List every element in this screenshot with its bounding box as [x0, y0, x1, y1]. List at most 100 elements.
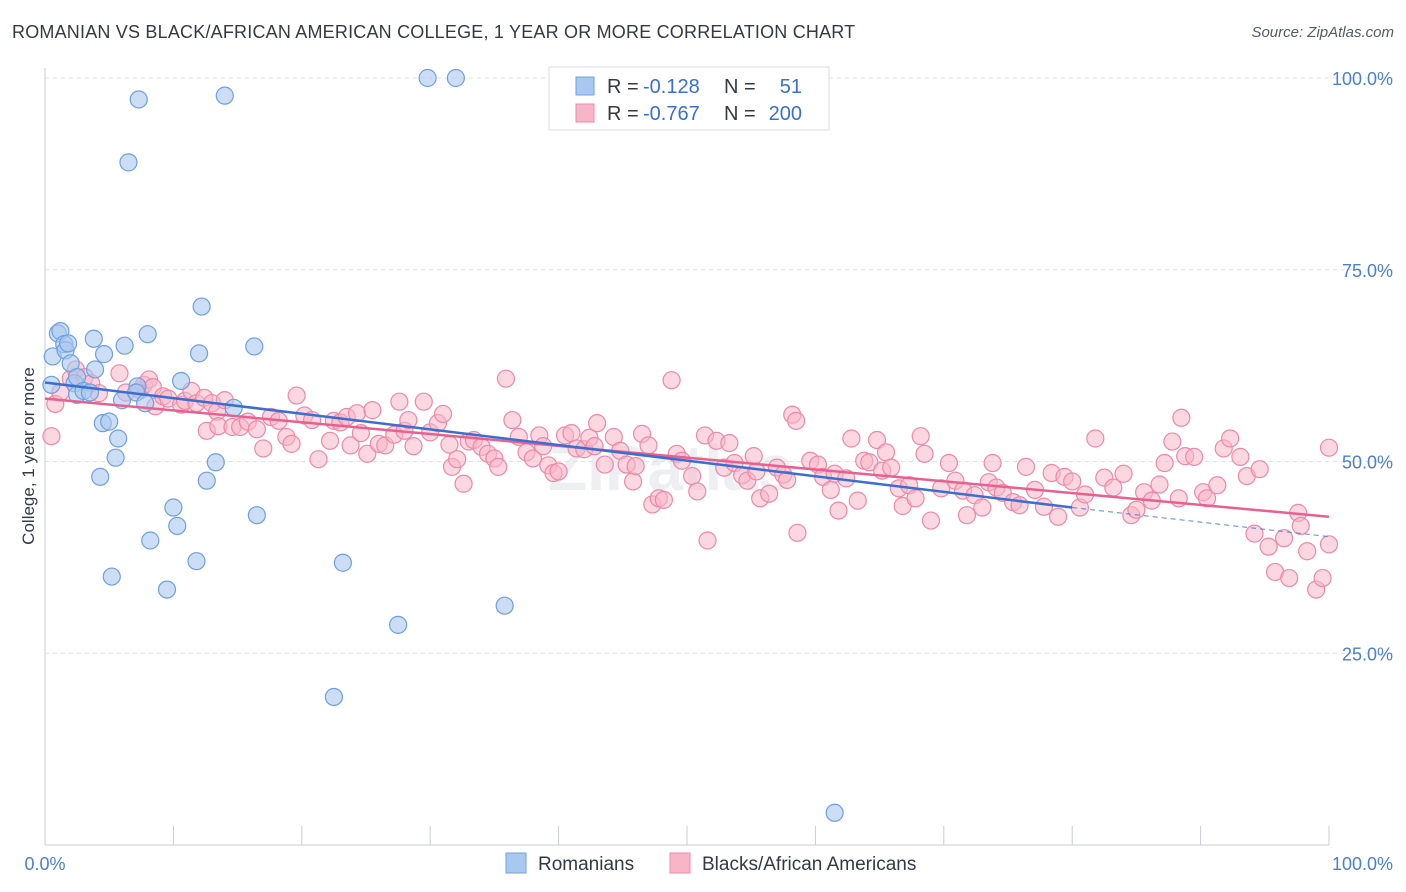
point-blacks [662, 371, 681, 390]
point-blacks [1231, 447, 1250, 466]
point-blacks [595, 455, 614, 474]
point-blacks [549, 462, 568, 481]
point-blacks [358, 444, 377, 463]
point-blacks [1274, 529, 1294, 548]
series-legend: Romanians Blacks/African Americans [505, 852, 916, 875]
point-blacks [1155, 453, 1174, 473]
point-blacks [1185, 447, 1204, 466]
point-blacks [911, 427, 930, 446]
point-romanians [94, 345, 114, 364]
point-blacks [390, 392, 409, 411]
point-blacks [848, 491, 867, 510]
legend-swatch-romanians [575, 76, 595, 96]
point-romanians [245, 337, 264, 356]
grid-lines [45, 77, 1393, 654]
chart-source: Source: ZipAtlas.com [1251, 24, 1394, 41]
point-blacks [688, 482, 707, 501]
legend-r-label-blacks: R = [607, 103, 639, 125]
point-blacks [1208, 476, 1227, 495]
series-blacks-points [42, 360, 1339, 599]
point-blacks [1221, 429, 1240, 448]
point-blacks [1016, 457, 1036, 476]
bottom-legend-label-blacks: Blacks/African Americans [702, 854, 916, 875]
point-blacks [939, 453, 959, 473]
point-blacks [1150, 475, 1169, 494]
legend-n-label-blacks: N = [724, 103, 756, 125]
point-blacks [287, 386, 306, 405]
y-tick-label: 75.0% [1342, 261, 1393, 281]
point-blacks [588, 414, 607, 433]
trend-lines [44, 381, 1330, 538]
trend-line-blacks [44, 397, 1330, 518]
point-blacks [433, 404, 453, 424]
point-blacks [788, 523, 807, 542]
point-blacks [1034, 497, 1054, 516]
point-blacks [973, 498, 992, 517]
point-romanians [215, 86, 234, 105]
point-blacks [1163, 432, 1182, 451]
point-blacks [585, 437, 604, 456]
point-blacks [787, 411, 806, 430]
trend-line-romanians-extension [1072, 506, 1330, 538]
point-blacks [842, 429, 861, 448]
legend-r-value-blacks: -0.767 [643, 103, 700, 125]
x-tick-label: 100.0% [1332, 854, 1393, 874]
point-blacks [489, 457, 508, 476]
point-romanians [138, 325, 157, 344]
tick-labels: 25.0% 50.0% 75.0% 100.0% 0.0% 100.0% [24, 69, 1393, 874]
point-blacks [254, 439, 273, 458]
point-blacks [957, 506, 977, 525]
point-blacks [454, 474, 473, 493]
point-blacks [496, 369, 516, 388]
point-romanians [333, 553, 352, 572]
point-romanians [825, 803, 844, 822]
point-blacks [1319, 438, 1339, 457]
point-blacks [448, 450, 467, 469]
point-romanians [192, 297, 211, 316]
point-romanians [389, 615, 408, 634]
point-blacks [523, 449, 543, 468]
point-blacks [1048, 507, 1068, 526]
point-blacks [867, 430, 887, 450]
point-blacks [821, 480, 840, 499]
point-blacks [1259, 537, 1278, 556]
point-romanians [224, 398, 243, 417]
point-blacks [720, 433, 739, 453]
point-romanians [189, 344, 209, 363]
point-blacks [626, 457, 645, 476]
point-blacks [562, 424, 581, 443]
point-romanians [206, 453, 225, 472]
point-blacks [760, 484, 779, 503]
legend-n-value-romanians: 51 [780, 76, 802, 98]
legend-r-value-romanians: -0.128 [643, 76, 700, 98]
legend-r-label-romanians: R = [607, 76, 639, 98]
series-romanians-points [42, 68, 844, 822]
point-blacks [341, 436, 360, 455]
x-tick-label: 0.0% [24, 854, 65, 874]
point-romanians [84, 329, 103, 348]
point-blacks [1172, 408, 1191, 427]
point-blacks [921, 511, 941, 530]
point-romanians [446, 68, 465, 88]
point-romanians [495, 596, 514, 615]
point-blacks [1127, 500, 1146, 519]
legend-n-value-blacks: 200 [769, 103, 802, 125]
point-blacks [1313, 568, 1332, 588]
point-blacks [983, 453, 1002, 473]
point-blacks [829, 501, 848, 520]
point-blacks [915, 444, 934, 463]
point-blacks [1063, 472, 1082, 491]
point-romanians [164, 498, 183, 517]
point-blacks [860, 453, 879, 472]
point-blacks [882, 458, 901, 477]
y-axis-title: College, 1 year or more [19, 367, 38, 545]
point-romanians [109, 429, 128, 448]
point-blacks [1197, 489, 1217, 508]
point-romanians [247, 506, 266, 525]
bottom-legend-swatch-blacks [669, 852, 691, 874]
point-blacks [309, 450, 328, 469]
point-blacks [698, 531, 717, 550]
point-romanians [91, 467, 110, 486]
point-blacks [42, 427, 61, 446]
